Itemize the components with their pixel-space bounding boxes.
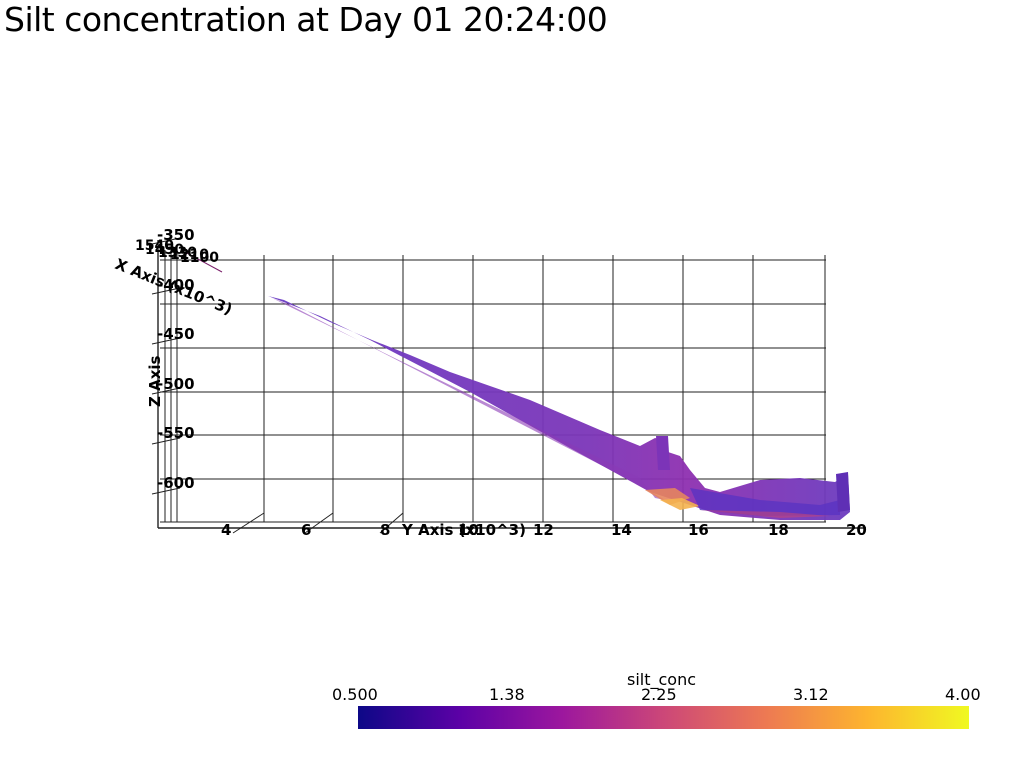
z-tick-1 xyxy=(151,287,181,295)
z-tick-4 xyxy=(151,437,181,445)
y-tick-label-0: 4 xyxy=(221,521,231,539)
x-axis-line xyxy=(184,251,223,273)
y-tick-label-7: 18 xyxy=(768,521,789,539)
z-tick-label-4: -550 xyxy=(157,424,195,442)
colorbar-tick-0: 0.500 xyxy=(332,685,378,704)
colorbar-tick-3: 3.12 xyxy=(793,685,829,704)
plot-title: Silt concentration at Day 01 20:24:00 xyxy=(4,0,608,39)
silt-column-mid xyxy=(656,436,670,470)
y-tick-label-5: 14 xyxy=(611,521,632,539)
z-tick-label-0: -350 xyxy=(157,226,195,244)
colorbar-tick-4: 4.00 xyxy=(945,685,981,704)
colorbar-tick-1: 1.38 xyxy=(489,685,525,704)
y-tick-label-2: 8 xyxy=(380,521,390,539)
x-tick-label-3: 1210 xyxy=(170,247,209,263)
z-tick-5 xyxy=(151,487,181,495)
silt-hotspot-2 xyxy=(660,498,700,510)
silt-column-end xyxy=(836,472,850,512)
y-tick-label-6: 16 xyxy=(688,521,709,539)
silt-surface-underside xyxy=(272,298,665,500)
y-tick-label-8: 20 xyxy=(846,521,867,539)
y-tick-diag-2 xyxy=(379,512,404,534)
z-tick-2 xyxy=(151,337,181,345)
z-tick-label-2: -450 xyxy=(157,325,195,343)
z-tick-label-3: -500 xyxy=(157,375,195,393)
silt-surface-distal xyxy=(690,488,840,516)
x-tick-label-1: 1450 xyxy=(145,242,184,258)
z-tick-label-5: -600 xyxy=(157,474,195,492)
y-tick-label-4: 12 xyxy=(533,521,554,539)
x-tick-label-4: 1100 xyxy=(180,250,219,266)
x-tick-label-2: 1330 xyxy=(158,245,197,261)
colorbar xyxy=(358,706,969,729)
y-tick-label-3: 10 xyxy=(458,521,479,539)
silt-surface-edge xyxy=(700,510,830,518)
colorbar-tick-2: 2.25 xyxy=(641,685,677,704)
colorbar-title: silt_conc xyxy=(627,670,697,689)
z-axis-label: Z Axis xyxy=(146,355,164,407)
y-axis-label: Y Axis (x10^3) xyxy=(401,521,526,539)
x-tick-label-0: 1540 xyxy=(135,238,174,254)
silt-surface xyxy=(268,296,850,520)
y-tick-label-1: 6 xyxy=(301,521,311,539)
y-tick-diag-1 xyxy=(304,512,334,534)
z-tick-0 xyxy=(151,237,181,245)
y-tick-diag-0 xyxy=(232,512,265,534)
z-tick-label-1: -400 xyxy=(157,276,195,294)
silt-surface-body xyxy=(268,296,850,520)
z-tick-3 xyxy=(151,387,181,395)
